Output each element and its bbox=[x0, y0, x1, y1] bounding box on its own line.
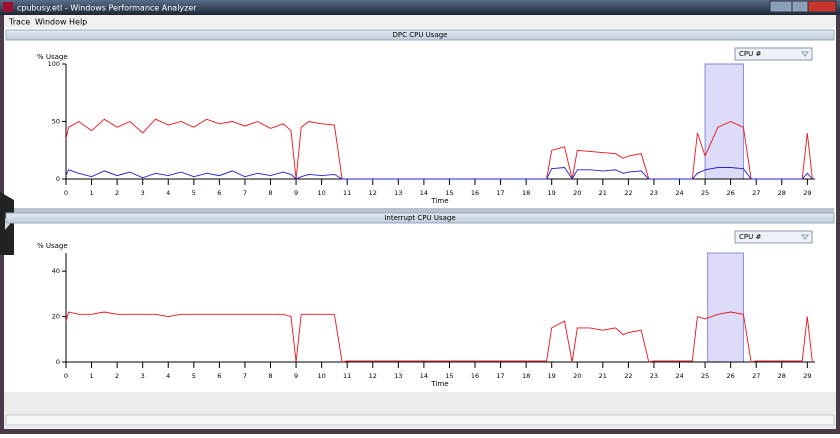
title-bar bbox=[0, 0, 840, 15]
x-tick-label: 9 bbox=[294, 189, 298, 197]
x-tick-label: 10 bbox=[317, 372, 325, 380]
x-tick-label: 15 bbox=[445, 372, 453, 380]
maximize-button[interactable] bbox=[791, 0, 809, 13]
x-tick-label: 4 bbox=[166, 189, 170, 197]
x-tick-label: 1 bbox=[89, 189, 93, 197]
x-tick-label: 8 bbox=[268, 189, 272, 197]
x-tick-label: 19 bbox=[548, 189, 556, 197]
x-tick-label: 3 bbox=[141, 372, 145, 380]
x-tick-label: 28 bbox=[778, 189, 786, 197]
x-tick-label: 3 bbox=[141, 189, 145, 197]
x-tick-label: 29 bbox=[803, 189, 811, 197]
x-tick-label: 18 bbox=[522, 189, 530, 197]
dropdown-arrow bbox=[801, 51, 809, 57]
x-tick-label: 27 bbox=[752, 372, 760, 380]
dropdown[interactable] bbox=[734, 47, 813, 61]
y-tick-label: 0 bbox=[56, 358, 60, 366]
x-axis-label: Time bbox=[430, 380, 448, 388]
x-tick-label: 16 bbox=[471, 372, 479, 380]
y-axis-label: % Usage bbox=[37, 53, 68, 61]
x-tick-label: 2 bbox=[115, 189, 119, 197]
menu-item[interactable]: Help bbox=[69, 18, 87, 27]
series-line bbox=[65, 167, 813, 180]
menu-item[interactable]: Window bbox=[35, 18, 67, 27]
x-tick-label: 17 bbox=[496, 189, 504, 197]
x-tick-label: 12 bbox=[369, 372, 377, 380]
y-tick-label: 100 bbox=[48, 60, 60, 68]
scrollbar[interactable] bbox=[5, 414, 835, 426]
dropdown-label: CPU # bbox=[739, 50, 761, 58]
selection bbox=[704, 63, 744, 180]
x-tick-label: 11 bbox=[343, 372, 351, 380]
x-tick-label: 24 bbox=[675, 189, 683, 197]
x-tick-label: 19 bbox=[548, 372, 556, 380]
x-tick-label: 22 bbox=[624, 372, 632, 380]
dropdown-label: CPU # bbox=[739, 233, 761, 241]
x-tick-label: 23 bbox=[650, 189, 658, 197]
x-tick-label: 21 bbox=[599, 372, 607, 380]
x-tick-label: 18 bbox=[522, 372, 530, 380]
x-tick-label: 20 bbox=[573, 372, 581, 380]
menu-bar bbox=[4, 15, 836, 28]
x-tick-label: 15 bbox=[445, 189, 453, 197]
series-line bbox=[65, 311, 813, 363]
x-tick-label: 29 bbox=[803, 372, 811, 380]
x-tick-label: 22 bbox=[624, 189, 632, 197]
minimize-button[interactable] bbox=[769, 0, 793, 13]
x-tick-label: 9 bbox=[294, 372, 298, 380]
x-tick-label: 0 bbox=[64, 189, 68, 197]
panel-title: DPC CPU Usage bbox=[393, 31, 448, 39]
x-tick-label: 20 bbox=[573, 189, 581, 197]
dropdown[interactable] bbox=[734, 230, 813, 244]
y-tick-label: 50 bbox=[52, 118, 60, 126]
x-tick-label: 27 bbox=[752, 189, 760, 197]
panel-title: Interrupt CPU Usage bbox=[384, 214, 455, 222]
x-tick-label: 26 bbox=[727, 189, 735, 197]
x-tick-label: 17 bbox=[496, 372, 504, 380]
x-tick-label: 14 bbox=[420, 372, 428, 380]
y-tick-label: 0 bbox=[56, 175, 60, 183]
x-tick-label: 0 bbox=[64, 372, 68, 380]
x-tick-label: 5 bbox=[192, 189, 196, 197]
x-tick-label: 25 bbox=[701, 189, 709, 197]
y-tick-label: 40 bbox=[52, 267, 60, 275]
x-tick-label: 8 bbox=[268, 372, 272, 380]
x-axis-label: Time bbox=[430, 197, 448, 205]
x-tick-label: 7 bbox=[243, 189, 247, 197]
x-tick-label: 26 bbox=[727, 372, 735, 380]
selection bbox=[707, 252, 744, 363]
x-tick-label: 10 bbox=[317, 189, 325, 197]
x-tick-label: 13 bbox=[394, 372, 402, 380]
x-tick-label: 21 bbox=[599, 189, 607, 197]
x-tick-label: 6 bbox=[217, 372, 221, 380]
y-axis-label: % Usage bbox=[37, 242, 68, 250]
x-tick-label: 5 bbox=[192, 372, 196, 380]
x-tick-label: 25 bbox=[701, 372, 709, 380]
menu-item[interactable]: Trace bbox=[8, 18, 30, 27]
x-tick-label: 16 bbox=[471, 189, 479, 197]
x-tick-label: 7 bbox=[243, 372, 247, 380]
splitter[interactable] bbox=[6, 208, 834, 213]
panel-header bbox=[5, 212, 835, 224]
x-tick-label: 23 bbox=[650, 372, 658, 380]
x-tick-label: 14 bbox=[420, 189, 428, 197]
x-tick-label: 11 bbox=[343, 189, 351, 197]
app-icon bbox=[3, 2, 13, 12]
window-title: cpubusy.etl - Windows Performance Analyz… bbox=[17, 4, 197, 13]
y-tick-label: 20 bbox=[52, 313, 60, 321]
x-tick-label: 24 bbox=[675, 372, 683, 380]
panel-header bbox=[5, 29, 835, 41]
x-tick-label: 28 bbox=[778, 372, 786, 380]
x-tick-label: 1 bbox=[89, 372, 93, 380]
x-tick-label: 2 bbox=[115, 372, 119, 380]
x-tick-label: 12 bbox=[369, 189, 377, 197]
x-tick-label: 13 bbox=[394, 189, 402, 197]
close-button[interactable] bbox=[807, 0, 837, 13]
x-tick-label: 4 bbox=[166, 372, 170, 380]
dropdown-arrow bbox=[801, 234, 809, 240]
x-tick-label: 6 bbox=[217, 189, 221, 197]
